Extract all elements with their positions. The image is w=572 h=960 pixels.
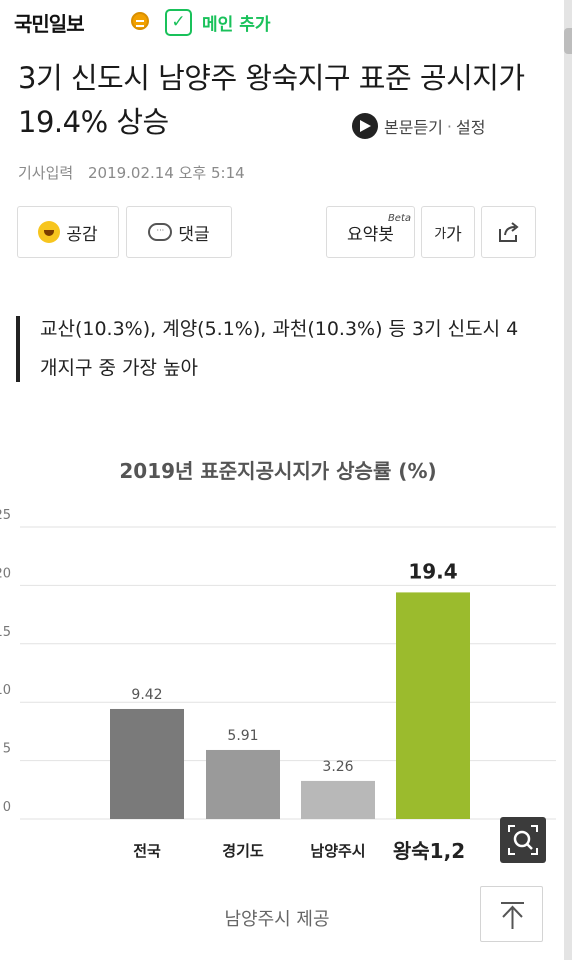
y-tick-label: 5 (3, 742, 11, 757)
bar-value-label: 19.4 (408, 559, 457, 583)
bar-3 (301, 780, 375, 819)
x-category-label: 경기도 (222, 842, 264, 860)
summary-bot-button[interactable]: 요약봇 Beta (326, 206, 415, 258)
bar-chart: 2019년 표준지공시지가 상승률 (%) 0 5 10 15 20 25 9.42 전국 5… (0, 459, 556, 863)
font-large-glyph: 가 (446, 224, 462, 245)
beta-label: Beta (387, 213, 411, 224)
bar-value-label: 5.91 (227, 728, 258, 744)
y-tick-label: 20 (0, 566, 11, 581)
listen-controls: 본문듣기 · 설정 (352, 112, 485, 140)
bar-1 (110, 708, 184, 819)
bar-value-label: 9.42 (131, 687, 162, 703)
scroll-to-top-button[interactable] (480, 886, 543, 942)
edge-strip (564, 0, 572, 960)
press-name[interactable]: 국민일보 (14, 12, 85, 36)
top-bar: 국민일보 ✓ 메인 추가 (0, 0, 572, 46)
share-button[interactable] (481, 206, 536, 258)
image-source: 남양주시 제공 (224, 909, 330, 930)
y-tick-label: 10 (0, 683, 11, 698)
zoom-button[interactable] (500, 817, 546, 863)
settings-button[interactable]: 설정 (455, 118, 486, 137)
edge-handle[interactable] (564, 28, 572, 54)
comment-label: 댓글 (178, 224, 210, 245)
separator: · (446, 116, 452, 136)
comment-bubble-icon: ··· (148, 223, 173, 241)
y-tick-label: 25 (0, 508, 11, 523)
comment-button[interactable]: ··· 댓글 (126, 206, 232, 258)
check-icon[interactable]: ✓ (165, 9, 192, 36)
x-category-label: 왕숙1,2 (393, 839, 465, 863)
y-tick-label: 15 (0, 625, 11, 640)
arrow-up-icon (501, 902, 524, 929)
smile-emoji-icon (38, 221, 61, 243)
bar-4 (396, 592, 470, 819)
press-badge-icon (131, 12, 149, 30)
y-tick-label: 0 (3, 800, 11, 815)
date-value: 2019.02.14 오후 5:14 (87, 164, 245, 182)
summary-bar (16, 316, 20, 382)
font-size-button[interactable]: 가 가 (421, 206, 475, 258)
like-label: 공감 (66, 224, 98, 245)
listen-play-icon[interactable] (352, 113, 378, 139)
date-label: 기사입력 (18, 164, 74, 182)
x-category-label: 전국 (133, 842, 161, 860)
bar-2 (206, 749, 280, 819)
main-add-button[interactable]: 메인 추가 (202, 15, 271, 35)
chart-title: 2019년 표준지공시지가 상승률 (%) (119, 459, 436, 483)
like-button[interactable]: 공감 (17, 206, 119, 258)
summary-label: 요약봇 (347, 224, 394, 245)
listen-button[interactable]: 본문듣기 (384, 118, 443, 137)
font-small-glyph: 가 (434, 226, 447, 242)
magnify-icon (508, 825, 538, 855)
bar-value-label: 3.26 (322, 759, 353, 775)
article-headline: 3기 신도시 남양주 왕숙지구 표준 공시지가 19.4% 상승 (18, 61, 525, 139)
article-summary: 교산(10.3%), 계양(5.1%), 과천(10.3%) 등 3기 신도시 … (40, 318, 519, 379)
article-date: 기사입력 2019.02.14 오후 5:14 (18, 162, 255, 183)
x-category-label: 남양주시 (310, 842, 365, 860)
share-icon (498, 222, 519, 242)
